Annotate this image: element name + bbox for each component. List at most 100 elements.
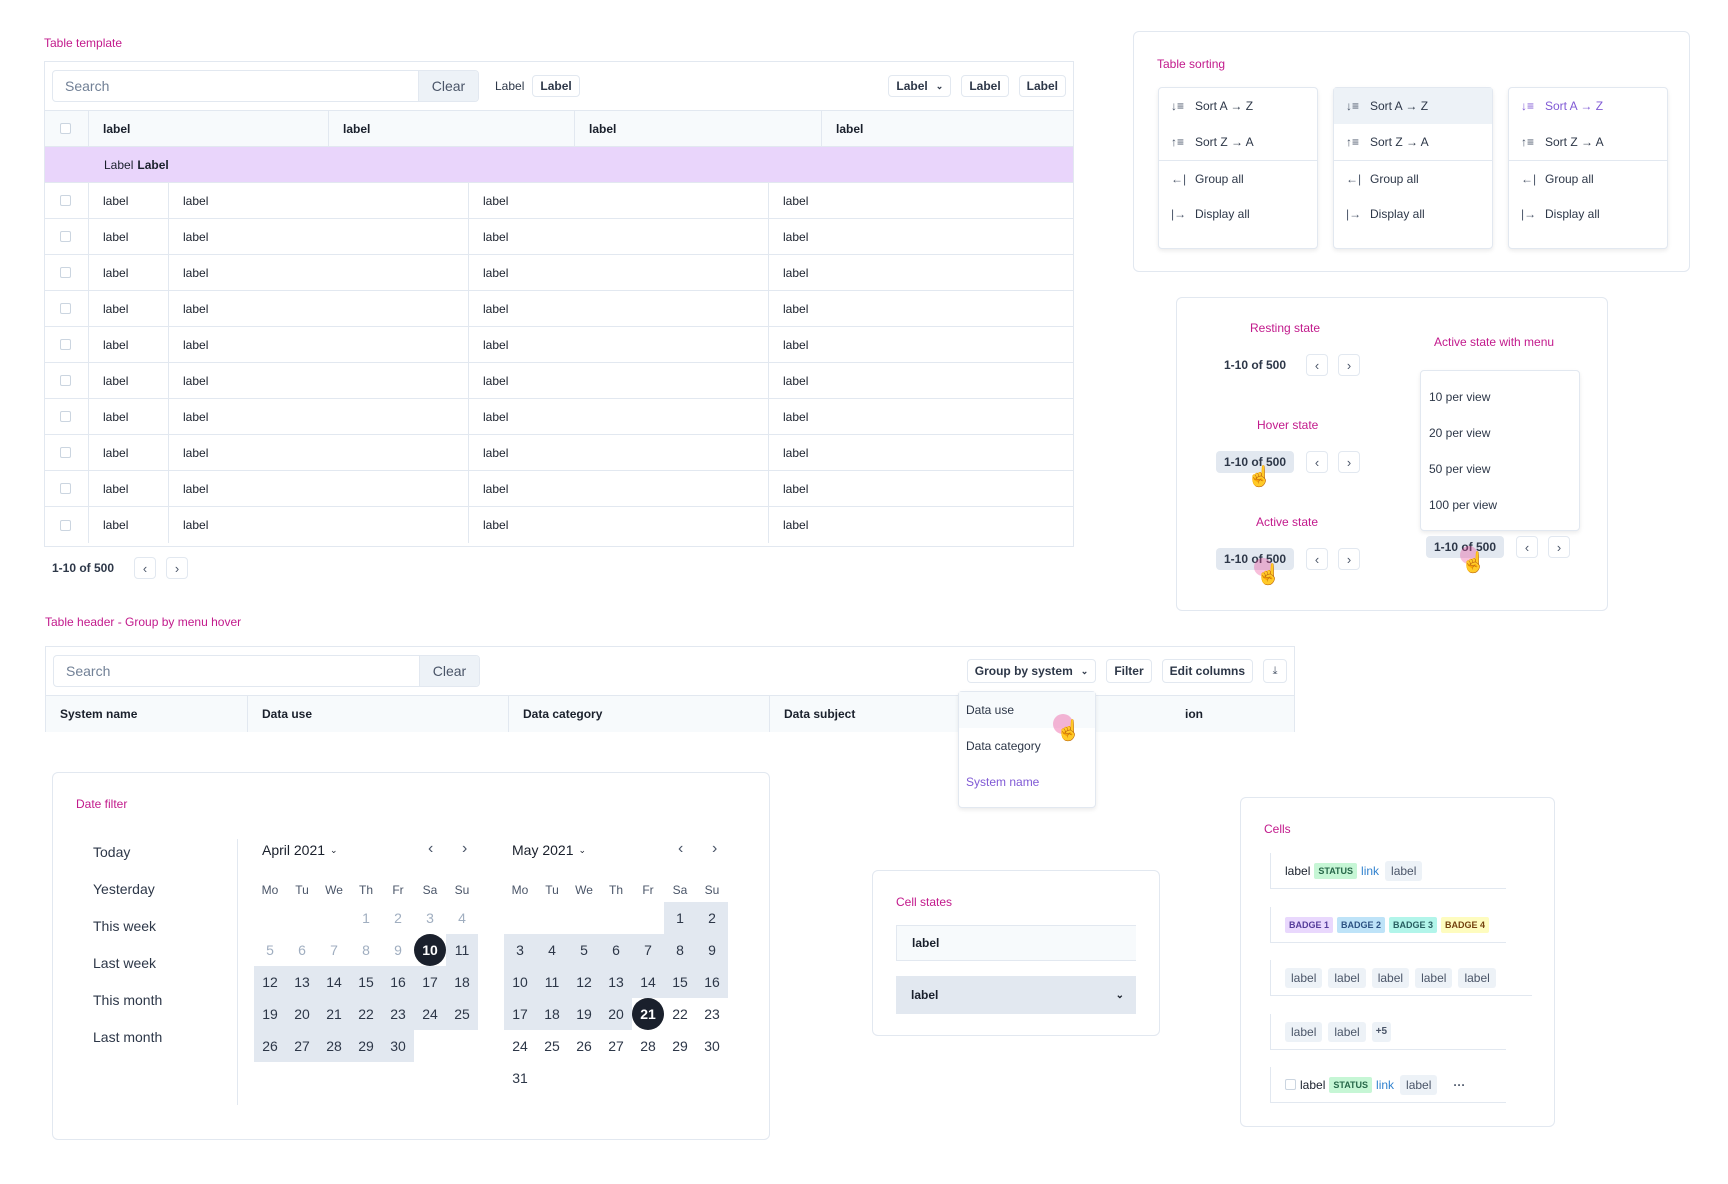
calendar-day[interactable]: 25 [544, 1038, 560, 1054]
calendar-day[interactable]: 21 [318, 998, 350, 1030]
calendar-day[interactable]: 12 [568, 966, 600, 998]
row-checkbox[interactable] [45, 507, 89, 543]
calendar-day[interactable]: 7 [330, 942, 338, 958]
chevron-left-icon[interactable]: ‹ [1306, 451, 1329, 473]
calendar-day[interactable]: 13 [600, 966, 632, 998]
calendar-day[interactable]: 3 [426, 910, 434, 926]
chevron-left-icon[interactable]: ‹ [134, 557, 157, 579]
menu-item-system-name[interactable]: System name [966, 775, 1040, 789]
cell-link[interactable]: link [1376, 1077, 1395, 1092]
calendar-day[interactable]: 11 [536, 966, 568, 998]
preset-last-month[interactable]: Last month [93, 1028, 163, 1045]
calendar-day[interactable]: 8 [362, 942, 370, 958]
pagination-label[interactable]: 1-10 of 500 [1216, 548, 1295, 570]
calendar-day[interactable]: 5 [266, 942, 274, 958]
calendar-day[interactable]: 3 [504, 934, 536, 966]
calendar-day[interactable]: 15 [664, 966, 696, 998]
column-header[interactable]: label [575, 111, 822, 146]
sort-menu-item[interactable]: |→ Display all [1159, 196, 1317, 232]
calendar-day[interactable]: 22 [350, 998, 382, 1030]
row-checkbox[interactable] [45, 471, 89, 506]
calendar-day[interactable]: 26 [254, 1030, 286, 1062]
calendar-day[interactable]: 7 [632, 934, 664, 966]
table-row[interactable]: label label label label [45, 183, 1073, 219]
column-header[interactable]: label [329, 111, 575, 146]
calendar-day[interactable]: 24 [512, 1038, 528, 1054]
column-header[interactable]: Data category [509, 696, 770, 732]
calendar-day[interactable]: 16 [382, 966, 414, 998]
chevron-right-icon[interactable]: › [1548, 536, 1571, 558]
calendar-day[interactable]: 29 [350, 1030, 382, 1062]
column-header[interactable]: Data use [248, 696, 509, 732]
calendar-day[interactable]: 9 [696, 934, 728, 966]
table-row[interactable]: label label label label [45, 291, 1073, 327]
calendar-day[interactable]: 21 [632, 998, 664, 1030]
sort-menu-item[interactable]: ←| Group all [1159, 160, 1317, 196]
calendar-day[interactable]: 14 [632, 966, 664, 998]
chevron-right-icon[interactable]: › [1338, 548, 1361, 570]
pagination-label[interactable]: 1-10 of 500 [52, 561, 115, 575]
sort-menu-item[interactable]: ←| Group all [1509, 160, 1667, 196]
table-row[interactable]: label label label label [45, 507, 1073, 543]
table-row[interactable]: label label label label [45, 435, 1073, 471]
table-row[interactable]: label label label label [45, 255, 1073, 291]
calendar-day[interactable]: 28 [640, 1038, 656, 1054]
row-checkbox[interactable] [45, 327, 89, 362]
calendar-day[interactable]: 4 [536, 934, 568, 966]
calendar-day[interactable]: 8 [664, 934, 696, 966]
menu-item-10[interactable]: 10 per view [1429, 390, 1491, 404]
calendar-day[interactable]: 26 [576, 1038, 592, 1054]
calendar-day[interactable]: 19 [568, 998, 600, 1030]
calendar-day[interactable]: 1 [362, 910, 370, 926]
search-input[interactable]: Search [66, 663, 111, 679]
menu-item-100[interactable]: 100 per view [1429, 498, 1498, 512]
table-row[interactable]: label label label label [45, 471, 1073, 507]
select-all-checkbox[interactable] [45, 111, 89, 146]
calendar-day[interactable]: 17 [414, 966, 446, 998]
clear-button[interactable]: Clear [419, 656, 479, 686]
calendar-day[interactable]: 12 [254, 966, 286, 998]
chevron-right-icon[interactable]: › [1338, 354, 1361, 376]
calendar-day[interactable]: 16 [696, 966, 728, 998]
label-button-2[interactable]: Label [961, 75, 1009, 97]
cell-hover[interactable]: label [896, 925, 1136, 961]
calendar-day[interactable]: 6 [298, 942, 306, 958]
calendar-day[interactable]: 25 [446, 998, 478, 1030]
april-month-select[interactable]: April 2021 ⌄ [262, 842, 338, 858]
calendar-day[interactable]: 2 [696, 902, 728, 934]
row-checkbox[interactable] [45, 219, 89, 254]
calendar-day[interactable]: 15 [350, 966, 382, 998]
calendar-day[interactable]: 4 [458, 910, 466, 926]
preset-today[interactable]: Today [93, 843, 131, 860]
row-checkbox[interactable] [45, 435, 89, 470]
clear-button[interactable]: Clear [418, 71, 478, 101]
sort-menu-item[interactable]: ↓≡ Sort A → Z [1509, 88, 1667, 124]
row-checkbox[interactable] [45, 183, 89, 218]
edit-columns-button[interactable]: Edit columns [1161, 659, 1253, 683]
calendar-day[interactable]: 29 [672, 1038, 688, 1054]
table-row[interactable]: label label label label [45, 219, 1073, 255]
calendar-day[interactable]: 24 [414, 998, 446, 1030]
preset-this-week[interactable]: This week [93, 917, 157, 934]
sort-menu-item[interactable]: ↑≡ Sort Z → A [1334, 124, 1492, 160]
chevron-right-icon[interactable]: › [1338, 451, 1361, 473]
calendar-day[interactable]: 22 [672, 1006, 688, 1022]
sort-menu-item[interactable]: ↓≡ Sort A → Z [1334, 88, 1492, 124]
column-header[interactable]: ion [1185, 707, 1203, 721]
calendar-day[interactable]: 9 [394, 942, 402, 958]
calendar-day[interactable]: 28 [318, 1030, 350, 1062]
calendar-day[interactable]: 14 [318, 966, 350, 998]
table-row[interactable]: label label label label [45, 327, 1073, 363]
pagination-label[interactable]: 1-10 of 500 [1426, 536, 1505, 558]
download-icon[interactable]: ⤓ [1263, 659, 1287, 683]
group-row[interactable]: Label Label [45, 147, 1073, 183]
may-month-select[interactable]: May 2021 ⌄ [512, 842, 586, 858]
menu-item-50[interactable]: 50 per view [1429, 462, 1491, 476]
calendar-day[interactable]: 18 [536, 998, 568, 1030]
calendar-day[interactable]: 30 [382, 1030, 414, 1062]
chevron-left-icon[interactable]: ‹ [1306, 548, 1329, 570]
sort-menu-item[interactable]: ↓≡ Sort A → Z [1159, 88, 1317, 124]
calendar-day[interactable]: 23 [704, 1006, 720, 1022]
filter-tag[interactable]: Label [532, 75, 580, 97]
menu-item-data-category[interactable]: Data category [966, 739, 1041, 753]
